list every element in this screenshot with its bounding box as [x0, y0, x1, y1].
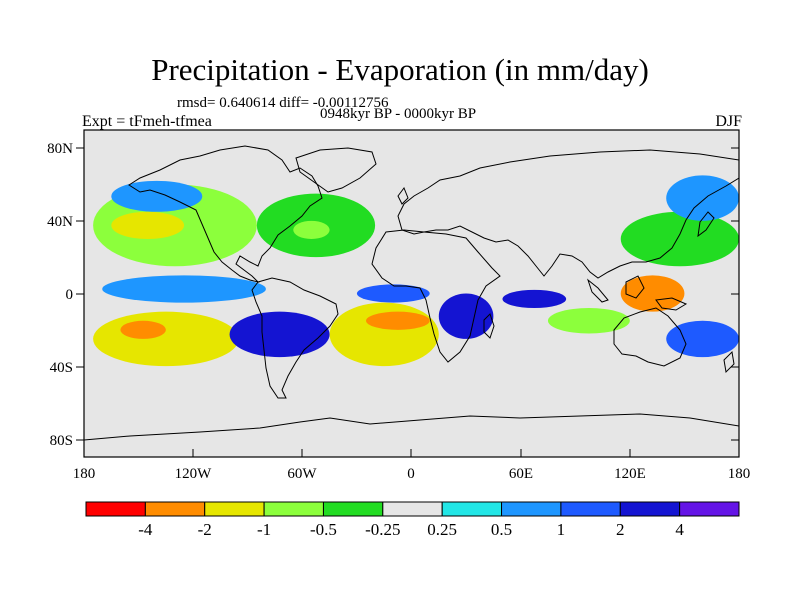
colorbar-box [560, 501, 621, 517]
longitude-labels: 180 120W 60W 0 60E 120E 180 [73, 466, 751, 482]
coastline-greenland [295, 147, 377, 193]
anomaly-region [620, 211, 739, 267]
lon-label: 120E [614, 466, 646, 482]
figure-title: Precipitation - Evaporation (in mm/day) [151, 52, 649, 87]
coastline-africa [371, 229, 501, 363]
anomaly-region [120, 320, 166, 339]
lon-label: 60W [287, 466, 317, 482]
lat-label: 80S [50, 433, 73, 449]
season-label: DJF [715, 113, 742, 130]
colorbar-label: 0.25 [427, 520, 457, 539]
lat-label: 40N [47, 214, 73, 230]
experiment-label: Expt = tFmeh-tfmea [82, 113, 212, 130]
coastline-antarctica [84, 413, 739, 441]
colorbar-box [382, 501, 443, 517]
colorbar-box [322, 501, 384, 517]
colorbar-box [679, 501, 740, 517]
anomaly-region [666, 175, 739, 221]
anomaly-region [547, 308, 630, 334]
anomaly-region [111, 180, 203, 212]
colorbar-box [204, 501, 265, 517]
colorbar-label: 1 [557, 520, 566, 539]
coastlines [84, 145, 739, 441]
anomaly-region [438, 293, 494, 339]
anomaly-region [620, 275, 685, 312]
anomaly-region [102, 275, 266, 303]
coastline-australia [613, 307, 687, 367]
lat-label: 40S [50, 360, 73, 376]
anomaly-region [329, 302, 439, 367]
coastline-eurasia [397, 149, 739, 279]
coastline-madagascar [483, 313, 495, 339]
map-panel [84, 130, 739, 457]
coastline-north-america [128, 145, 323, 283]
anomaly-region [229, 311, 330, 358]
colorbar-box [619, 501, 681, 517]
lon-label: 180 [73, 466, 96, 482]
rmsd-diff-stats: rmsd= 0.640614 diff= -0.00112756 [177, 95, 389, 111]
colorbar-label: -2 [198, 520, 212, 539]
colorbar-box [501, 501, 562, 517]
anomaly-region [366, 311, 430, 330]
anomaly-region [502, 289, 567, 309]
coastline-new-zealand [723, 350, 735, 374]
lat-label: 80N [47, 141, 73, 157]
lon-label: 0 [407, 466, 415, 482]
coastline-borneo [625, 275, 645, 299]
latitude-labels: 80N 40N 0 40S 80S [47, 141, 73, 449]
anomaly-region [93, 311, 239, 367]
colorbar-label: 0.5 [491, 520, 512, 539]
longitude-ticks [83, 449, 740, 457]
colorbar-labels: -4 -2 -1 -0.5 -0.25 0.25 0.5 1 2 4 [138, 520, 684, 539]
latitude-ticks [76, 147, 739, 441]
time-period-label: 0948kyr BP - 0000kyr BP [320, 106, 477, 122]
coastline-south-america [251, 277, 339, 399]
colorbar [85, 501, 740, 517]
colorbar-label: 4 [675, 520, 684, 539]
lon-label: 180 [728, 466, 751, 482]
colorbar-label: -0.5 [310, 520, 337, 539]
colorbar-label: -1 [257, 520, 271, 539]
colorbar-label: -0.25 [365, 520, 400, 539]
anomaly-region [293, 220, 330, 240]
colorbar-box [441, 501, 503, 517]
coastline-new-guinea [655, 297, 688, 311]
colorbar-box [144, 501, 206, 517]
coastline-uk [397, 186, 409, 205]
lat-label: 0 [66, 287, 74, 303]
colorbar-label: -4 [138, 520, 153, 539]
colorbar-box [85, 501, 146, 517]
colorbar-label: 2 [616, 520, 625, 539]
coastline-japan [697, 211, 715, 238]
anomaly-region [356, 284, 430, 303]
lon-label: 60E [509, 466, 533, 482]
coastline-sumatra [586, 278, 609, 303]
lon-label: 120W [175, 466, 213, 482]
anomaly-region [111, 211, 185, 239]
colorbar-box [263, 501, 324, 517]
